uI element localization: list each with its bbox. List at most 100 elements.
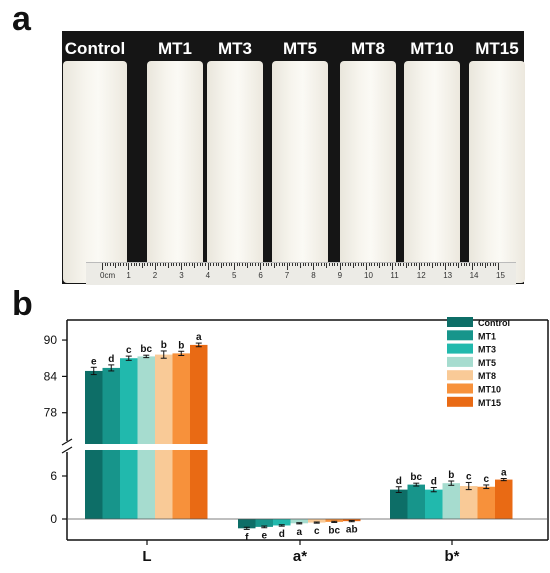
bar-mt5-1 xyxy=(290,519,308,524)
ruler-tick xyxy=(326,263,328,268)
ruler-tick xyxy=(191,263,193,266)
ruler-tick xyxy=(302,263,304,266)
ruler-tick xyxy=(347,263,349,266)
significance-letter: bc xyxy=(410,472,422,483)
ruler-tick xyxy=(405,263,407,268)
ruler-tick xyxy=(413,263,415,266)
ruler-tick xyxy=(381,263,383,266)
ruler-tick xyxy=(131,263,133,266)
bar-mt3-2 xyxy=(425,489,443,519)
ruler-tick xyxy=(160,263,162,266)
bar-mt3-0 xyxy=(120,358,138,519)
ruler-tick xyxy=(468,263,470,266)
ruler-tick xyxy=(144,263,146,266)
sample-label-mt3: MT3 xyxy=(218,39,252,58)
significance-letter: c xyxy=(314,526,320,537)
legend-label-mt1: MT1 xyxy=(478,331,496,341)
ruler-tick xyxy=(149,263,151,266)
ruler-tick xyxy=(281,263,283,266)
ruler-tick xyxy=(318,263,320,266)
ruler-tick xyxy=(395,263,397,266)
ruler-tick xyxy=(202,263,204,266)
ruler-tick xyxy=(215,263,217,266)
legend-label-mt10: MT10 xyxy=(478,385,501,395)
axis-break-mark xyxy=(61,438,73,446)
ruler-tick xyxy=(355,263,357,266)
ruler-label: 7 xyxy=(284,271,290,280)
legend-label-control: Control xyxy=(478,318,510,328)
ruler-tick xyxy=(426,263,428,266)
significance-letter: a xyxy=(196,332,202,343)
ruler-tick xyxy=(207,263,209,270)
significance-letter: a xyxy=(501,468,507,479)
bar-mt15-0 xyxy=(190,344,208,519)
ruler-tick xyxy=(241,263,243,266)
ruler-tick xyxy=(342,263,344,266)
ruler-tick xyxy=(461,263,463,266)
ruler-tick xyxy=(252,263,254,266)
ruler-tick xyxy=(300,263,301,268)
ruler-tick xyxy=(247,263,249,268)
ruler-tick xyxy=(474,263,476,266)
significance-letter: f xyxy=(245,532,249,543)
sample-strip-mt1 xyxy=(147,61,203,283)
ruler-tick xyxy=(371,263,373,266)
ruler-tick xyxy=(450,263,452,266)
x-tick-label-1: a* xyxy=(293,548,307,565)
ruler-tick xyxy=(286,263,288,270)
ruler-tick xyxy=(445,263,447,270)
ruler-tick xyxy=(437,263,439,266)
legend-swatch-mt5 xyxy=(447,356,473,367)
ruler-tick xyxy=(439,263,441,266)
ruler-tick xyxy=(268,263,270,266)
ruler-tick xyxy=(329,263,331,266)
ruler-tick xyxy=(170,263,172,266)
ruler-tick xyxy=(260,263,262,270)
bar-control-2 xyxy=(390,489,408,519)
significance-letter: b xyxy=(161,340,167,351)
ruler-tick xyxy=(421,263,423,266)
ruler-tick xyxy=(334,263,336,266)
y-tick-label: 6 xyxy=(50,469,57,483)
ruler-tick xyxy=(350,263,352,266)
ruler-label: 3 xyxy=(179,271,184,280)
ruler-tick xyxy=(189,263,191,266)
ruler-tick xyxy=(400,263,402,266)
ruler-tick xyxy=(236,263,238,266)
sample-strip-mt3 xyxy=(207,61,263,283)
ruler-tick xyxy=(273,263,275,268)
ruler-tick xyxy=(429,263,431,266)
ruler-tick xyxy=(128,263,130,270)
axis-break-mark xyxy=(61,446,73,454)
ruler-tick xyxy=(183,263,185,266)
legend-swatch-mt3 xyxy=(447,343,473,354)
ruler-tick xyxy=(376,263,378,266)
panel-a-letter: a xyxy=(12,0,31,38)
ruler-tick xyxy=(315,263,317,266)
ruler-tick xyxy=(276,263,278,266)
significance-letter: d xyxy=(431,476,437,487)
y-tick-label: 84 xyxy=(44,369,58,383)
ruler-label: 5 xyxy=(232,271,237,280)
significance-letter: c xyxy=(126,345,132,356)
ruler-tick xyxy=(199,263,201,266)
ruler-tick xyxy=(212,263,214,266)
significance-letter: ab xyxy=(346,525,358,536)
significance-letter: d xyxy=(108,354,114,365)
bar-mt15-2 xyxy=(495,479,513,519)
ruler-tick xyxy=(447,263,449,266)
ruler-tick xyxy=(220,263,222,268)
ruler-tick xyxy=(463,263,465,266)
ruler-tick xyxy=(471,263,473,270)
sample-strip-control xyxy=(63,61,127,283)
ruler-tick xyxy=(186,263,188,266)
ruler-tick xyxy=(152,263,154,266)
ruler-label: 13 xyxy=(443,271,453,280)
ruler-tick xyxy=(210,263,212,266)
ruler-label: 4 xyxy=(205,271,211,280)
sample-strip-mt10 xyxy=(404,61,460,283)
ruler-tick xyxy=(455,263,457,266)
ruler-tick xyxy=(181,263,183,270)
ruler-tick xyxy=(366,263,367,270)
